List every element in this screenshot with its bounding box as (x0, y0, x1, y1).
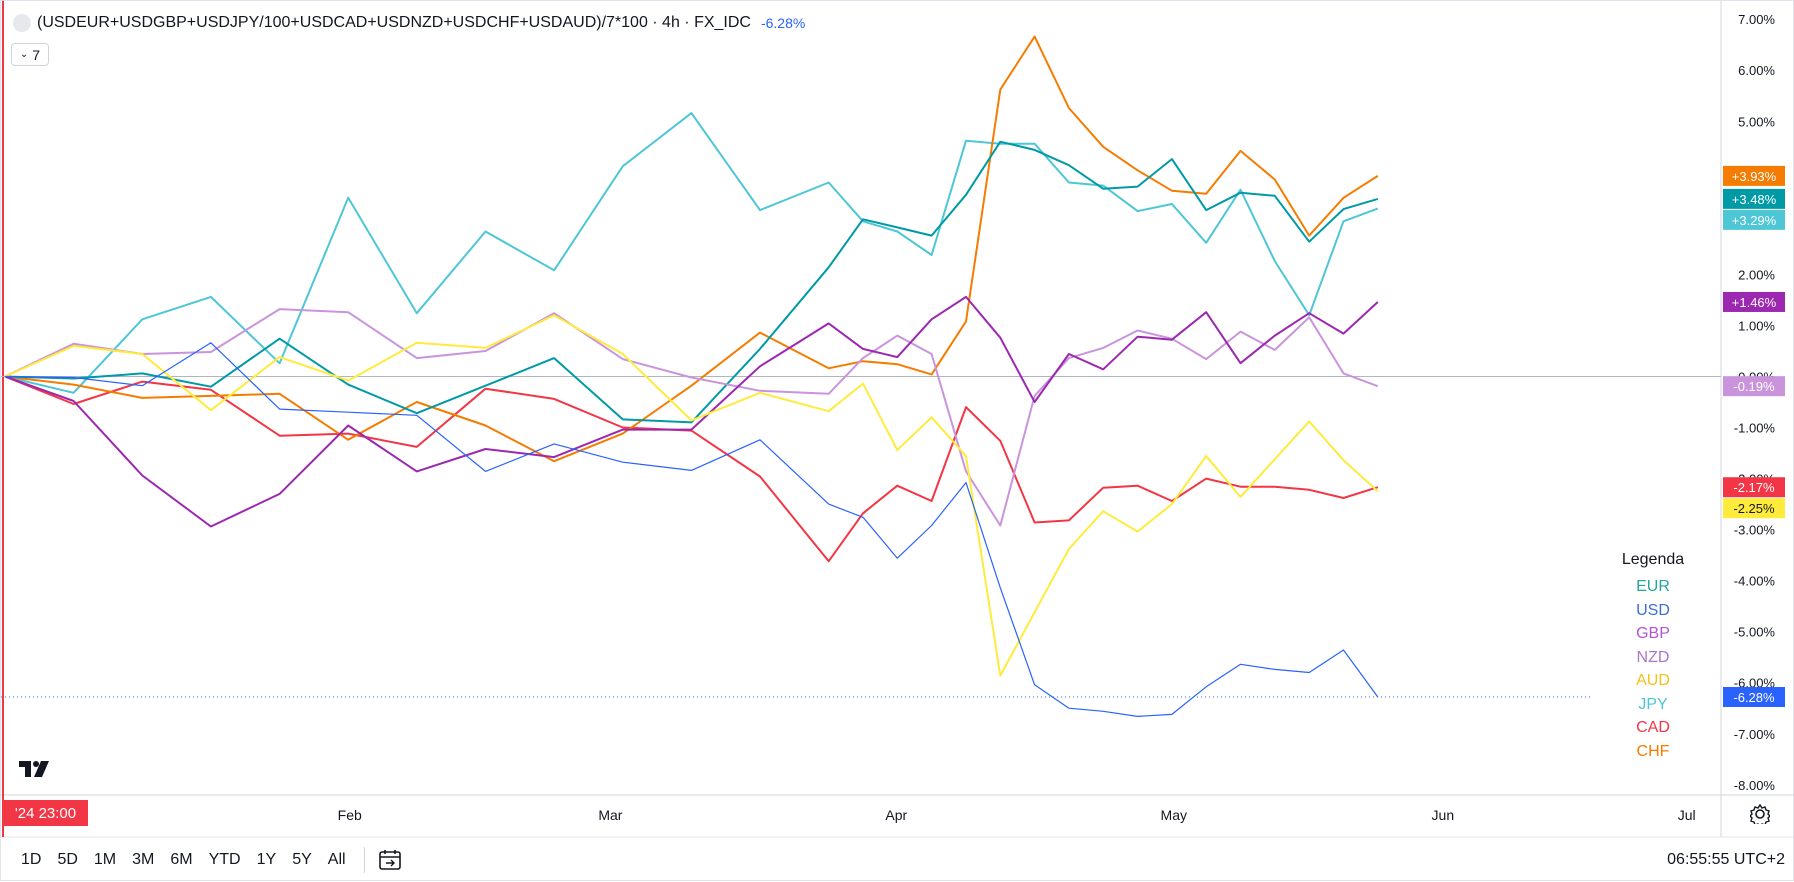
last-value-badge (1723, 498, 1785, 519)
y-tick-label: -1.00% (1734, 421, 1776, 436)
x-tick-label-feb: Feb (338, 807, 362, 823)
legend-item-cad: CAD (1636, 719, 1670, 736)
legend-item-aud: AUD (1636, 672, 1670, 689)
y-tick-label: 6.00% (1738, 63, 1775, 78)
y-tick-label: -5.00% (1734, 625, 1776, 640)
toolbar-separator (363, 847, 365, 873)
legend-item-chf: CHF (1636, 742, 1670, 760)
last-value-badge (1723, 477, 1785, 498)
range-button-ytd[interactable]: YTD (208, 851, 241, 868)
y-tick-label: -4.00% (1734, 574, 1776, 589)
series-line-usd-index (4, 342, 1379, 717)
last-value-label: +1.46% (1732, 295, 1777, 310)
series-line-usdnzd (4, 308, 1379, 527)
last-value-badge (1723, 291, 1785, 312)
last-value-label: -2.17% (1733, 480, 1775, 495)
last-value-badge (1723, 165, 1785, 186)
legend-item-nzd: NZD (1636, 648, 1670, 666)
timezone-clock[interactable]: 06:55:55 UTC+2 (1667, 851, 1785, 868)
series-line-usdeur (4, 140, 1379, 424)
legend: Legenda EUR USD GBP NZD AUD JPY CAD CHF (1601, 551, 1705, 763)
y-tick-label: 2.00% (1738, 267, 1775, 282)
last-value-label: +3.48% (1732, 192, 1777, 207)
range-button-5d[interactable]: 5D (57, 851, 78, 868)
last-value-badge (1723, 209, 1785, 230)
symbol-title[interactable]: (USDEUR+USDGBP+USDJPY/100+USDCAD+USDNZD+… (37, 14, 751, 31)
last-value-badge (1723, 188, 1785, 209)
series-line-usdjpy (4, 112, 1379, 394)
series-count-toggle[interactable]: ⌄ 7 (11, 43, 49, 66)
y-tick-label: -6.00% (1734, 676, 1776, 691)
range-button-all[interactable]: All (327, 851, 346, 868)
legend-item-eur: EUR (1636, 578, 1670, 595)
y-tick-label: -3.00% (1734, 523, 1776, 538)
y-tick-label: 1.00% (1738, 318, 1775, 333)
range-button-3m[interactable]: 3M (132, 851, 155, 868)
chart-header: (USDEUR+USDGBP+USDJPY/100+USDCAD+USDNZD+… (13, 12, 805, 34)
y-tick-label: 7.00% (1738, 12, 1775, 27)
go-to-date-icon[interactable] (375, 845, 405, 875)
start-date-badge: '24 23:00 (3, 800, 88, 826)
last-value-label: +3.29% (1732, 213, 1777, 228)
legend-item-usd: USD (1636, 601, 1670, 619)
y-tick-label: 5.00% (1738, 114, 1775, 129)
last-value-label: -6.28% (1733, 690, 1775, 705)
symbol-icon (13, 14, 31, 32)
grid-layer (1, 1, 1794, 838)
legend-item-jpy: JPY (1638, 695, 1668, 713)
series-layer (1, 35, 1591, 717)
last-value-badge (1723, 376, 1785, 397)
last-value-labels: +3.93% +3.48% +3.29% +1.46% -0.19% -2.17% -2.2… (1723, 165, 1785, 708)
tradingview-logo[interactable] (19, 759, 53, 779)
last-value-label: -0.19% (1733, 379, 1775, 394)
series-line-usdcad (4, 375, 1379, 563)
settings-gear-icon[interactable] (1747, 801, 1773, 827)
series-count: 7 (32, 46, 41, 63)
x-tick-label-may: May (1161, 807, 1187, 823)
x-tick-label-jul: Jul (1678, 807, 1696, 823)
x-tick-label-jun: Jun (1432, 807, 1455, 823)
last-value-label: -2.25% (1733, 501, 1775, 516)
x-tick-label-mar: Mar (598, 807, 622, 823)
range-button-1m[interactable]: 1M (93, 851, 117, 868)
series-line-usdgbp (4, 295, 1379, 528)
series-line-usdchf (4, 35, 1379, 463)
change-percent: -6.28% (760, 15, 806, 31)
last-value-badge (1723, 687, 1785, 708)
range-button-5y[interactable]: 5Y (292, 851, 312, 868)
legend-title: Legenda (1621, 551, 1685, 568)
range-button-1y[interactable]: 1Y (256, 851, 277, 868)
last-value-label: +3.93% (1732, 169, 1777, 184)
range-button-1d[interactable]: 1D (21, 851, 42, 868)
x-tick-label-apr: Apr (885, 807, 907, 823)
y-tick-label: -7.00% (1734, 727, 1776, 742)
chevron-down-icon: ⌄ (19, 49, 29, 60)
y-tick-label: -8.00% (1734, 778, 1776, 793)
bottom-toolbar: 1D 5D 1M 3M 6M YTD 1Y 5Y All 06:55:55 UTC+2 (1, 838, 1794, 882)
legend-item-gbp: GBP (1636, 625, 1670, 642)
range-button-6m[interactable]: 6M (170, 851, 193, 868)
price-axis: 7.00%6.00%5.00%4.00%3.00%2.00%1.00%0.00%… (338, 12, 1776, 823)
series-line-usdaud (4, 314, 1379, 677)
